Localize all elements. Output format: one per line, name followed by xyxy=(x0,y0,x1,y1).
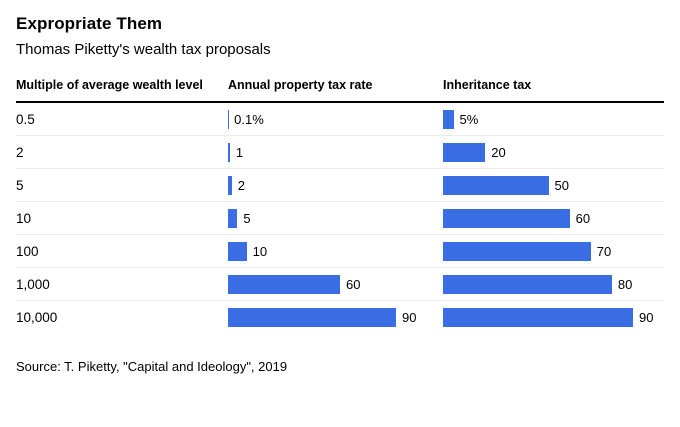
inheritance-tax-bar xyxy=(443,274,612,294)
bar-value-label: 5 xyxy=(243,210,251,226)
property-tax-cell: 5 xyxy=(228,202,443,234)
chart-row: 10,000 90 90 xyxy=(16,301,664,334)
chart-row: 100 10 70 xyxy=(16,235,664,268)
inheritance-tax-bar xyxy=(443,208,570,228)
column-header-wealth-level: Multiple of average wealth level xyxy=(16,78,203,92)
row-label: 10 xyxy=(16,210,32,226)
bar-value-label: 90 xyxy=(639,310,654,325)
chart-rows: 0.5 0.1% 5% 2 1 20 5 2 50 10 5 60 100 10 70 1,000 60 80 10… xyxy=(16,103,664,334)
row-label: 0.5 xyxy=(16,111,35,127)
inheritance-tax-cell: 20 xyxy=(443,136,664,168)
property-tax-bar xyxy=(228,175,232,195)
source-note: Source: T. Piketty, "Capital and Ideolog… xyxy=(16,359,288,374)
bar-value-label: 10 xyxy=(252,243,268,259)
inheritance-tax-bar xyxy=(443,175,549,195)
inheritance-tax-bar xyxy=(443,142,486,162)
column-header-inheritance-tax: Inheritance tax xyxy=(443,78,532,92)
chart-row: 1,000 60 80 xyxy=(16,268,664,301)
row-label: 5 xyxy=(16,177,24,193)
bar-value-label: 90 xyxy=(402,310,417,325)
inheritance-tax-bar xyxy=(443,241,591,261)
inheritance-tax-cell: 70 xyxy=(443,235,664,267)
inheritance-tax-cell: 50 xyxy=(443,169,664,201)
property-tax-bar xyxy=(228,142,230,162)
bar-value-label: 60 xyxy=(346,276,361,292)
bar-value-label: 0.1% xyxy=(234,111,264,127)
column-header-property-tax: Annual property tax rate xyxy=(228,78,373,92)
bar-value-label: 5% xyxy=(459,111,479,127)
column-headers: Multiple of average wealth level Annual … xyxy=(16,78,664,101)
bar-value-label: 60 xyxy=(575,210,591,226)
chart-row: 0.5 0.1% 5% xyxy=(16,103,664,136)
property-tax-bar xyxy=(228,274,340,294)
bar-value-label: 80 xyxy=(617,276,633,292)
property-tax-cell: 60 xyxy=(228,268,443,300)
bar-value-label: 20 xyxy=(491,144,506,160)
inheritance-tax-cell: 5% xyxy=(443,103,664,135)
property-tax-cell: 0.1% xyxy=(228,103,443,135)
bar-value-label: 50 xyxy=(554,177,570,193)
property-tax-cell: 1 xyxy=(228,136,443,168)
inheritance-tax-bar xyxy=(443,308,633,327)
chart-subtitle: Thomas Piketty's wealth tax proposals xyxy=(16,41,271,58)
property-tax-cell: 2 xyxy=(228,169,443,201)
bar-value-label: 1 xyxy=(235,144,244,160)
property-tax-cell: 10 xyxy=(228,235,443,267)
row-label: 1,000 xyxy=(16,276,50,292)
chart-title: Expropriate Them xyxy=(16,14,163,33)
inheritance-tax-cell: 80 xyxy=(443,268,664,300)
property-tax-bar xyxy=(228,208,238,228)
inheritance-tax-cell: 60 xyxy=(443,202,664,234)
inheritance-tax-bar xyxy=(443,109,454,129)
row-label: 100 xyxy=(16,243,39,259)
inheritance-tax-cell: 90 xyxy=(443,301,664,334)
property-tax-cell: 90 xyxy=(228,301,443,334)
bar-value-label: 70 xyxy=(596,243,612,259)
chart-row: 5 2 50 xyxy=(16,169,664,202)
bar-value-label: 2 xyxy=(237,177,245,193)
chart-row: 10 5 60 xyxy=(16,202,664,235)
row-label: 10,000 xyxy=(16,310,58,325)
property-tax-bar xyxy=(228,308,396,327)
row-label: 2 xyxy=(16,144,24,160)
header-divider xyxy=(16,101,664,103)
chart-row: 2 1 20 xyxy=(16,136,664,169)
property-tax-bar xyxy=(228,241,247,261)
